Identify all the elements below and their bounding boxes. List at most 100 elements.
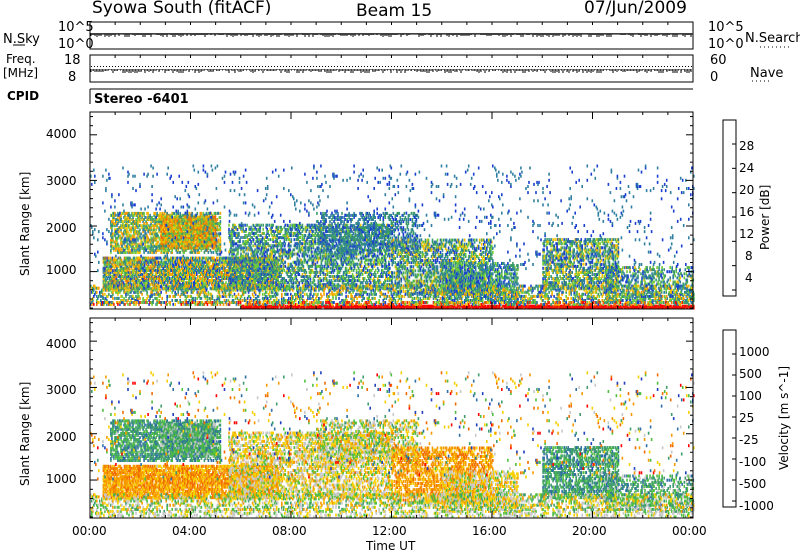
nave-trace <box>433 66 434 67</box>
nave-trace <box>244 66 245 67</box>
power-cell <box>233 283 235 286</box>
nave-trace <box>568 66 569 67</box>
nave-trace <box>478 66 479 67</box>
nave-trace <box>175 66 176 67</box>
power-cell <box>173 212 175 215</box>
nave-trace <box>643 66 644 67</box>
nave-trace <box>103 66 104 67</box>
nave-trace <box>112 66 113 67</box>
nave-trace <box>652 66 653 67</box>
nave-trace <box>223 66 224 67</box>
nave-trace <box>571 66 572 67</box>
nave-trace <box>451 66 452 67</box>
nave-trace <box>457 66 458 67</box>
nave-trace <box>130 66 131 67</box>
nave-trace <box>355 66 356 67</box>
nave-trace <box>118 66 119 67</box>
nave-trace <box>685 66 686 67</box>
nave-trace <box>133 66 134 67</box>
nave-trace <box>214 66 215 67</box>
power-cell <box>208 251 210 254</box>
nave-trace <box>271 66 272 67</box>
nave-trace <box>385 66 386 67</box>
nave-trace <box>505 66 506 67</box>
power-cell <box>220 220 222 223</box>
nave-trace <box>664 66 665 67</box>
nave-trace <box>286 66 287 67</box>
nave-trace <box>580 66 581 67</box>
nave-trace <box>328 66 329 67</box>
nave-trace <box>394 66 395 67</box>
nave-trace <box>217 66 218 67</box>
power-cell <box>197 275 199 278</box>
nave-trace <box>676 66 677 67</box>
nave-trace <box>646 66 647 67</box>
power-cell <box>220 212 222 215</box>
nave-trace <box>283 66 284 67</box>
freq-panel <box>90 55 693 82</box>
power-cell <box>140 237 142 240</box>
nave-trace <box>121 66 122 67</box>
nave-trace <box>589 66 590 67</box>
nave-trace <box>406 66 407 67</box>
nave-trace <box>382 66 383 67</box>
nave-trace <box>553 66 554 67</box>
nave-trace <box>559 66 560 67</box>
nave-trace <box>526 66 527 67</box>
nave-trace <box>493 66 494 67</box>
power-cell <box>232 279 234 282</box>
nave-trace <box>190 66 191 67</box>
nave-trace <box>127 66 128 67</box>
nave-trace <box>649 66 650 67</box>
nave-trace <box>454 66 455 67</box>
power-cell <box>199 257 201 260</box>
nave-trace <box>544 66 545 67</box>
nave-trace <box>565 66 566 67</box>
nave-trace <box>181 66 182 67</box>
nave-trace <box>577 66 578 67</box>
nave-trace <box>583 66 584 67</box>
nave-trace <box>490 66 491 67</box>
nave-trace <box>403 66 404 67</box>
nave-trace <box>304 66 305 67</box>
power-cell <box>108 257 110 260</box>
nave-trace <box>148 66 149 67</box>
nave-trace <box>97 66 98 67</box>
power-cell <box>157 241 159 244</box>
nave-trace <box>427 66 428 67</box>
power-cell <box>217 257 219 260</box>
nave-trace <box>193 66 194 67</box>
nave-trace <box>475 66 476 67</box>
nave-trace <box>157 66 158 67</box>
power-cell <box>173 257 175 260</box>
nave-trace <box>400 66 401 67</box>
nave-trace <box>682 66 683 67</box>
nave-trace <box>487 66 488 67</box>
nave-trace <box>250 66 251 67</box>
power-cell <box>112 232 114 235</box>
nave-trace <box>151 66 152 67</box>
nave-trace <box>673 66 674 67</box>
nave-trace <box>211 66 212 67</box>
nave-trace <box>586 66 587 67</box>
nave-trace <box>637 66 638 67</box>
nave-trace <box>472 66 473 67</box>
nave-trace <box>541 66 542 67</box>
nave-trace <box>337 66 338 67</box>
power-cell <box>208 257 210 260</box>
nave-trace <box>199 66 200 67</box>
nave-trace <box>136 66 137 67</box>
nave-trace <box>691 66 692 67</box>
nave-trace <box>442 66 443 67</box>
nave-trace <box>253 66 254 67</box>
nave-trace <box>595 66 596 67</box>
nave-trace <box>376 66 377 67</box>
nave-trace <box>415 66 416 67</box>
nave-trace <box>640 66 641 67</box>
nave-trace <box>160 66 161 67</box>
nave-trace <box>658 66 659 67</box>
power-cell <box>228 228 230 231</box>
nave-trace <box>547 66 548 67</box>
nave-trace <box>670 66 671 67</box>
